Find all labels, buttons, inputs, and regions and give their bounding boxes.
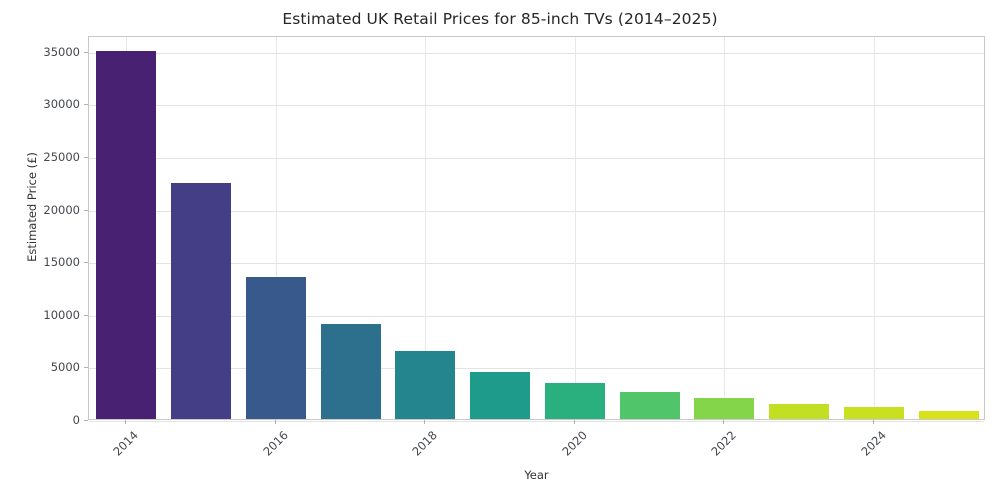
y-tick-label: 15000 <box>43 255 80 270</box>
y-tick-mark <box>84 209 88 211</box>
gridline-horizontal <box>89 368 984 370</box>
x-tick-mark <box>274 420 276 424</box>
gridline-horizontal <box>89 210 984 212</box>
x-tick-mark <box>424 420 426 424</box>
y-tick-label: 10000 <box>43 307 80 322</box>
y-tick-mark <box>84 104 88 106</box>
bar-2019[interactable] <box>470 371 531 419</box>
x-axis-tick-labels: 2014 2016 2018 2020 2022 2024 <box>0 428 1000 468</box>
gridline-horizontal <box>89 421 984 422</box>
plot-area <box>88 36 985 422</box>
gridline-horizontal <box>89 157 984 159</box>
gridline-vertical <box>873 37 875 419</box>
bar-2022[interactable] <box>694 397 755 419</box>
bar-2021[interactable] <box>619 391 680 419</box>
y-tick-mark <box>84 367 88 369</box>
bar-2025[interactable] <box>918 410 979 419</box>
bar-2024[interactable] <box>843 407 904 419</box>
y-tick-label: 20000 <box>43 202 80 217</box>
y-tick-label: 5000 <box>50 360 80 375</box>
gridline-horizontal <box>89 52 984 54</box>
bar-2017[interactable] <box>320 324 381 419</box>
y-tick-mark <box>84 262 88 264</box>
bar-2023[interactable] <box>769 403 830 419</box>
gridline-horizontal <box>89 105 984 107</box>
x-tick-mark <box>573 420 575 424</box>
y-tick-mark <box>84 420 88 421</box>
chart-title: Estimated UK Retail Prices for 85-inch T… <box>282 10 718 28</box>
y-tick-mark <box>84 156 88 158</box>
y-tick-label: 30000 <box>43 97 80 112</box>
y-tick-mark <box>84 51 88 53</box>
y-tick-mark <box>84 314 88 316</box>
x-tick-mark <box>125 420 127 424</box>
bar-2014[interactable] <box>96 50 157 419</box>
x-tick-mark <box>723 420 725 424</box>
y-tick-label: 25000 <box>43 149 80 164</box>
x-tick-label: 2014 <box>110 428 142 459</box>
bar-2016[interactable] <box>245 276 306 419</box>
y-axis-tick-labels: 0 5000 10000 15000 20000 25000 30000 35000 <box>0 36 80 427</box>
gridline-vertical <box>425 37 427 419</box>
gridline-horizontal <box>89 315 984 317</box>
gridline-horizontal <box>89 263 984 265</box>
gridline-vertical <box>574 37 576 419</box>
gridline-vertical <box>724 37 726 419</box>
x-tick-label: 2016 <box>260 428 291 459</box>
x-tick-mark <box>872 420 874 424</box>
bar-2018[interactable] <box>395 350 456 419</box>
gridline-vertical <box>275 37 277 419</box>
x-axis-label: Year <box>524 468 549 482</box>
bar-2015[interactable] <box>171 183 232 419</box>
y-tick-label: 35000 <box>43 44 80 59</box>
bar-2020[interactable] <box>544 383 605 419</box>
y-tick-label: 0 <box>72 413 80 427</box>
